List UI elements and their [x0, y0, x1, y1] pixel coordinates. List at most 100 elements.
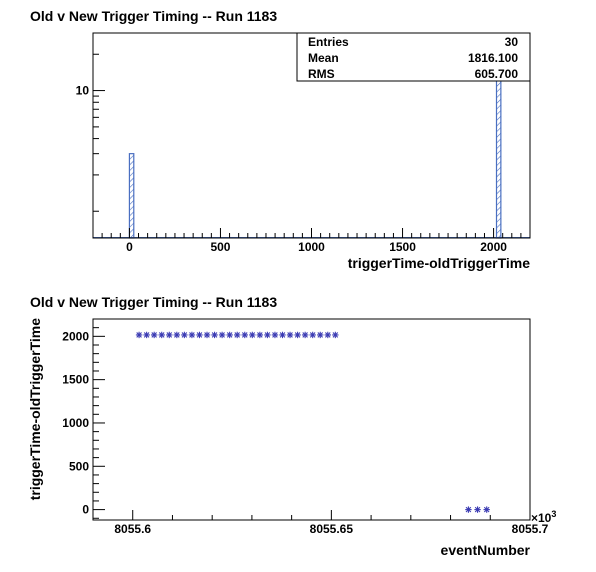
stats-rms-value: 605.700 — [475, 67, 519, 81]
y-tick-label: 1500 — [62, 373, 89, 387]
scatter-point — [166, 331, 173, 339]
y-tick-label: 1000 — [62, 416, 89, 430]
scatter-point-stroke — [211, 332, 218, 338]
x-tick-label: 8055.6 — [114, 522, 151, 536]
scatter-point-stroke — [287, 332, 293, 338]
scatter-point-stroke — [174, 332, 180, 338]
stats-entries-label: Entries — [308, 35, 349, 49]
scatter-x-ticks — [92, 510, 531, 520]
scatter-x-axis-title: eventNumber — [441, 542, 531, 558]
scatter-point-stroke — [294, 332, 301, 338]
stats-box-frame — [296, 32, 531, 82]
scatter-point-stroke — [272, 332, 278, 338]
scatter-point — [256, 331, 264, 339]
scatter-point — [324, 331, 331, 339]
scatter-point-stroke — [181, 332, 188, 338]
scatter-panel: Old v New Trigger Timing -- Run 1183 805… — [27, 294, 556, 558]
y-tick-label: 10 — [76, 84, 90, 98]
scatter-point — [294, 331, 301, 339]
scatter-point-stroke — [309, 332, 316, 338]
scatter-point — [264, 331, 271, 339]
stats-entries-value: 30 — [505, 35, 519, 49]
x-axis-multiplier-base: ×10 — [531, 511, 552, 525]
scatter-y-ticks — [93, 318, 105, 519]
x-axis-multiplier: ×103 — [531, 509, 556, 525]
histogram-y-ticks — [93, 32, 105, 212]
scatter-point-stroke — [166, 332, 173, 338]
histogram-x-tick-labels: 0 500 1000 1500 2000 — [126, 240, 507, 254]
scatter-y-tick-labels: 0 500 1000 1500 2000 — [62, 329, 89, 516]
scatter-point-stroke — [324, 332, 331, 338]
x-axis-multiplier-exponent: 3 — [551, 509, 556, 519]
stats-box: Entries 30 Mean 1816.100 RMS 605.700 — [296, 32, 531, 82]
scatter-point-stroke — [257, 332, 263, 338]
histogram-title: Old v New Trigger Timing -- Run 1183 — [30, 8, 277, 24]
scatter-point-stroke — [474, 506, 481, 513]
scatter-point-stroke — [204, 332, 210, 338]
stats-mean-value: 1816.100 — [468, 51, 518, 65]
scatter-point-stroke — [241, 332, 248, 338]
histogram-bar — [128, 153, 135, 239]
scatter-point — [317, 331, 324, 339]
x-tick-label: 2000 — [480, 240, 507, 254]
scatter-point-stroke — [143, 332, 150, 338]
x-tick-label: 0 — [126, 240, 133, 254]
scatter-point — [226, 331, 233, 339]
scatter-y-axis-title: triggerTime-oldTriggerTime — [27, 318, 43, 501]
scatter-point — [135, 331, 143, 339]
scatter-point — [279, 331, 286, 339]
x-tick-label: 1500 — [389, 240, 416, 254]
scatter-point-stroke — [264, 332, 271, 338]
scatter-point-stroke — [226, 332, 233, 338]
scatter-point — [483, 506, 490, 513]
x-tick-label: 8055.65 — [310, 522, 354, 536]
scatter-point — [249, 331, 256, 339]
scatter-point-stroke — [136, 332, 142, 338]
scatter-point — [203, 331, 211, 339]
histogram-x-ticks — [92, 228, 531, 238]
x-tick-label: 1000 — [298, 240, 325, 254]
x-tick-label: 8055.7 — [512, 522, 549, 536]
scatter-point — [173, 331, 181, 339]
scatter-point-stroke — [332, 332, 339, 338]
scatter-point-stroke — [158, 332, 165, 338]
scatter-point — [286, 331, 294, 339]
scatter-point — [309, 331, 316, 339]
stats-rms-label: RMS — [308, 67, 335, 81]
scatter-point — [211, 331, 218, 339]
scatter-point-stroke — [234, 332, 240, 338]
scatter-point-stroke — [219, 332, 225, 338]
scatter-point-stroke — [189, 332, 195, 338]
scatter-title: Old v New Trigger Timing -- Run 1183 — [30, 294, 277, 310]
scatter-point-stroke — [317, 332, 324, 338]
scatter-points — [135, 331, 490, 513]
y-tick-label: 0 — [82, 503, 89, 517]
scatter-point — [196, 331, 203, 339]
y-tick-label: 2000 — [62, 329, 89, 343]
scatter-point — [181, 331, 188, 339]
scatter-point-stroke — [151, 332, 157, 338]
scatter-point — [474, 506, 481, 513]
x-tick-label: 500 — [210, 240, 230, 254]
scatter-point-stroke — [302, 332, 308, 338]
scatter-point — [234, 331, 241, 339]
histogram-panel: Old v New Trigger Timing -- Run 1183 0 5… — [30, 8, 531, 271]
stats-mean-label: Mean — [308, 51, 339, 65]
scatter-frame — [92, 318, 531, 521]
y-tick-label: 500 — [69, 459, 89, 473]
scatter-point-stroke — [249, 332, 256, 338]
scatter-x-tick-labels: 8055.6 8055.65 8055.7 — [114, 522, 548, 536]
scatter-point — [143, 331, 150, 339]
scatter-point-stroke — [279, 332, 286, 338]
scatter-point-stroke — [465, 506, 472, 513]
scatter-point — [150, 331, 158, 339]
scatter-point — [188, 331, 196, 339]
histogram-x-axis-title: triggerTime-oldTriggerTime — [348, 255, 531, 271]
scatter-point — [241, 331, 248, 339]
scatter-point-stroke — [196, 332, 203, 338]
scatter-point — [301, 331, 309, 339]
scatter-point — [218, 331, 226, 339]
scatter-point — [332, 331, 339, 339]
scatter-point — [158, 331, 165, 339]
